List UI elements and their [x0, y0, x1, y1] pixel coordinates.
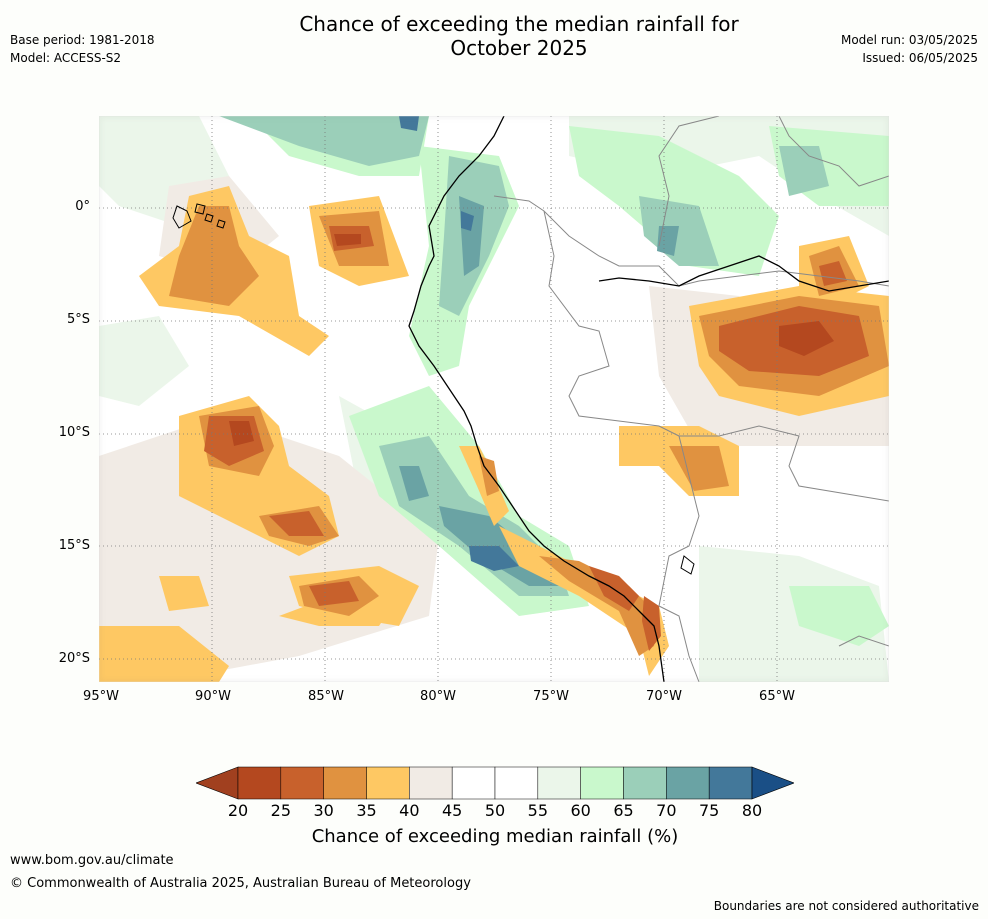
disclaimer-text: Boundaries are not considered authoritat…	[713, 899, 979, 913]
colorbar-segment	[666, 766, 710, 800]
colorbar-tick-label: 55	[527, 801, 548, 820]
rainfall-probability-map	[99, 116, 889, 682]
title-line-2: October 2025	[450, 36, 588, 60]
lat-tick-20s: 20°S	[58, 651, 90, 666]
title-line-1: Chance of exceeding the median rainfall …	[299, 12, 739, 36]
lon-tick-70w: 70°W	[646, 689, 682, 704]
lake-titicaca	[680, 555, 695, 575]
base-period-label: Base period: 1981-2018	[10, 33, 155, 47]
colorbar-tick-label: 35	[356, 801, 377, 820]
lon-tick-95w: 95°W	[83, 689, 119, 704]
colorbar-tick-label: 70	[656, 801, 677, 820]
colorbar-segment	[280, 766, 324, 800]
lon-tick-85w: 85°W	[308, 689, 344, 704]
colorbar-tick-label: 40	[399, 801, 420, 820]
lon-tick-75w: 75°W	[533, 689, 569, 704]
lon-tick-65w: 65°W	[759, 689, 795, 704]
colorbar-tick-label: 65	[613, 801, 634, 820]
page-title: Chance of exceeding the median rainfall …	[0, 12, 988, 60]
colorbar-segment	[323, 766, 367, 800]
lat-tick-15s: 15°S	[58, 538, 90, 553]
galapagos-islands	[172, 203, 226, 229]
issued-label: Issued: 06/05/2025	[862, 51, 978, 65]
colorbar-tick-label: 60	[570, 801, 591, 820]
lat-tick-10s: 10°S	[58, 425, 90, 440]
colorbar-segment	[366, 766, 410, 800]
colorbar-segment	[237, 766, 282, 800]
model-label: Model: ACCESS-S2	[10, 51, 122, 65]
colorbar-tick-label: 30	[313, 801, 334, 820]
colorbar-arrow-high	[751, 766, 794, 800]
wet-zone-blue	[399, 116, 519, 571]
colorbar-segment	[708, 766, 753, 800]
lat-tick-0: 0°	[75, 199, 90, 214]
lat-tick-5s: 5°S	[66, 312, 90, 327]
colorbar	[196, 766, 794, 800]
colorbar-tick-label: 80	[741, 801, 763, 820]
colorbar-segment	[451, 766, 496, 800]
colorbar-segment	[494, 766, 539, 800]
colorbar-segment	[409, 766, 453, 800]
lon-tick-90w: 90°W	[195, 689, 231, 704]
colorbar-tick-label: 45	[441, 801, 463, 820]
colorbar-segment	[623, 766, 667, 800]
colorbar-tick-label: 75	[698, 801, 720, 820]
country-borders	[493, 116, 889, 682]
colorbar-tick-label: 20	[227, 801, 249, 820]
colorbar-segment	[580, 766, 624, 800]
amazon-river-coast	[598, 255, 889, 292]
lon-tick-80w: 80°W	[420, 689, 456, 704]
coastline	[408, 116, 665, 682]
colorbar-tick-label: 25	[270, 801, 291, 820]
colorbar-segment	[537, 766, 581, 800]
website-link[interactable]: www.bom.gov.au/climate	[10, 853, 174, 868]
colorbar-title: Chance of exceeding median rainfall (%)	[311, 826, 679, 847]
model-run-label: Model run: 03/05/2025	[840, 33, 978, 47]
colorbar-tick-label: 50	[484, 801, 506, 820]
copyright-text: © Commonwealth of Australia 2025, Austra…	[10, 876, 471, 891]
colorbar-arrow-low	[196, 766, 239, 800]
dry-zone-brown	[229, 234, 834, 446]
